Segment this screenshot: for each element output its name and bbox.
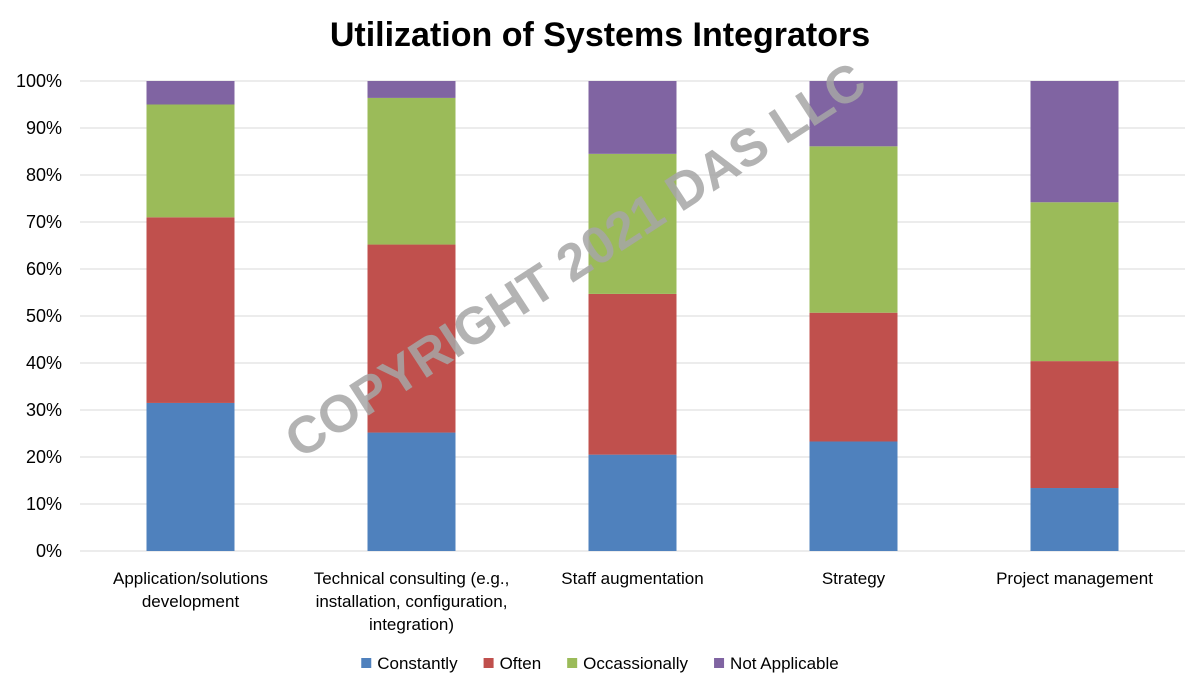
- legend-swatch: [567, 658, 578, 668]
- y-axis: 0% 10% 20% 30% 40% 50% 60% 70% 80% 90% 100%: [16, 71, 62, 561]
- y-tick-label: 100%: [16, 71, 62, 91]
- y-tick-label: 20%: [26, 447, 62, 467]
- x-tick-label: installation, configuration,: [316, 592, 508, 611]
- y-tick-label: 0%: [36, 541, 62, 561]
- y-tick-label: 30%: [26, 400, 62, 420]
- x-tick-label: Strategy: [822, 569, 886, 588]
- x-tick-label: Project management: [996, 569, 1153, 588]
- legend-label: Not Applicable: [730, 654, 839, 673]
- bar-segment: [367, 97, 456, 245]
- x-tick-label: Staff augmentation: [561, 569, 703, 588]
- x-axis: Application/solutions development Technica…: [113, 569, 1153, 634]
- y-tick-label: 40%: [26, 353, 62, 373]
- bar-segment: [809, 441, 898, 551]
- y-tick-label: 60%: [26, 259, 62, 279]
- x-tick-label: development: [142, 592, 240, 611]
- legend-label: Often: [500, 654, 542, 673]
- chart-title: Utilization of Systems Integrators: [330, 16, 870, 54]
- bar-segment: [146, 104, 235, 218]
- bars: [146, 81, 1119, 551]
- bar-segment: [146, 81, 235, 105]
- y-tick-label: 80%: [26, 165, 62, 185]
- bar-segment: [588, 293, 677, 455]
- bar-segment: [809, 312, 898, 442]
- bar-segment: [588, 81, 677, 154]
- x-tick-label: Technical consulting (e.g.,: [314, 569, 510, 588]
- y-tick-label: 90%: [26, 118, 62, 138]
- bar-segment: [367, 81, 456, 98]
- bar-segment: [146, 402, 235, 551]
- legend: Constantly Often Occassionally Not Applicab…: [361, 654, 839, 673]
- x-tick-label: Application/solutions: [113, 569, 268, 588]
- bar-segment: [1030, 202, 1119, 362]
- bar-segment: [367, 244, 456, 433]
- bar-segment: [367, 432, 456, 551]
- y-tick-label: 70%: [26, 212, 62, 232]
- bar-segment: [1030, 361, 1119, 489]
- legend-label: Occassionally: [583, 654, 688, 673]
- legend-swatch: [714, 658, 725, 668]
- y-tick-label: 50%: [26, 306, 62, 326]
- watermark: COPYRIGHT 2021 DAS LLC: [275, 52, 876, 470]
- legend-swatch: [483, 658, 494, 668]
- bar-segment: [809, 146, 898, 313]
- legend-swatch: [361, 658, 372, 668]
- legend-label: Constantly: [377, 654, 458, 673]
- bar-segment: [588, 153, 677, 294]
- bar-segment: [1030, 81, 1119, 203]
- bar-segment: [588, 454, 677, 551]
- y-tick-label: 10%: [26, 494, 62, 514]
- bar-segment: [809, 81, 898, 147]
- x-tick-label: integration): [369, 615, 454, 634]
- bar-segment: [146, 217, 235, 403]
- bar-segment: [1030, 488, 1119, 551]
